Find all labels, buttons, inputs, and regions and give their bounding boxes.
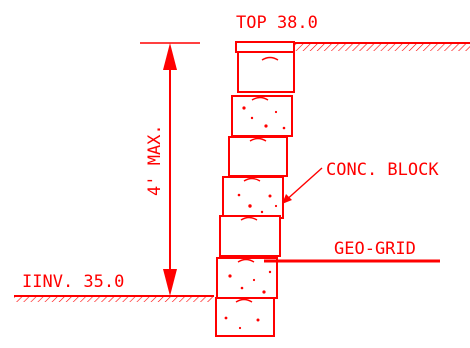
block-6 — [216, 257, 278, 299]
conc-block-leader — [282, 167, 323, 204]
conc-block-label: CONC. BLOCK — [326, 160, 439, 180]
block-top-cap — [235, 41, 295, 93]
block-wall — [215, 41, 295, 337]
concrete-specks — [224, 106, 286, 330]
bottom-ground-hatch — [14, 295, 214, 302]
top-ground-hatch — [294, 42, 470, 51]
top-elevation-label: TOP 38.0 — [236, 13, 318, 33]
block-3 — [228, 136, 288, 177]
height-dimension-label: 4' MAX. — [145, 124, 165, 196]
block-4 — [222, 176, 284, 219]
block-5 — [219, 215, 281, 257]
block-7-footing — [215, 297, 275, 337]
block-2 — [231, 95, 293, 137]
invert-elevation-label: IINV. 35.0 — [22, 272, 124, 292]
geo-grid-label: GEO-GRID — [334, 239, 416, 259]
height-dimension — [163, 43, 177, 296]
